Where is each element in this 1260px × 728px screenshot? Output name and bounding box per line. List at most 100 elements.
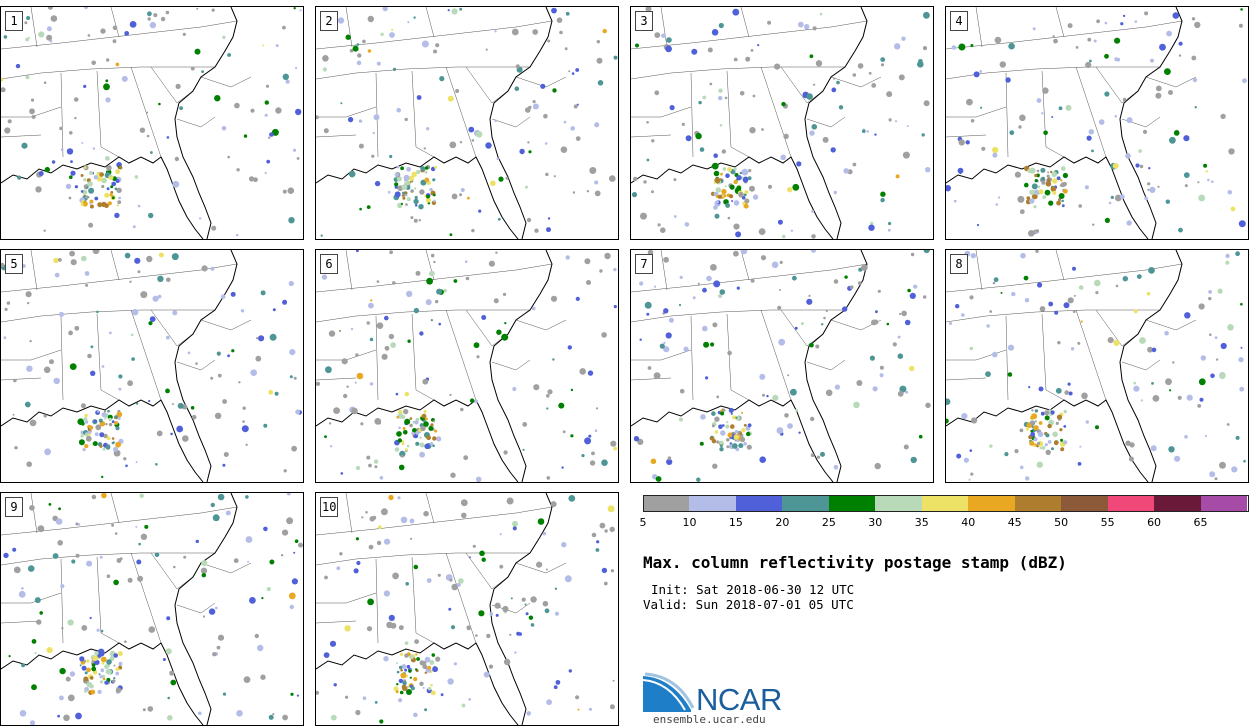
echo-cell [715, 187, 721, 193]
state-border [1055, 7, 1065, 38]
echo-cell [811, 234, 816, 239]
colorbar-segment [1107, 495, 1155, 512]
echo-cell [716, 395, 720, 399]
echo-cell [651, 190, 654, 194]
state-border [316, 592, 377, 604]
echo-cell [101, 475, 104, 479]
echo-cell [257, 644, 264, 652]
echo-cell [424, 170, 428, 174]
echo-cell [1240, 346, 1243, 349]
echo-cell [1086, 135, 1092, 141]
echo-cell [660, 227, 666, 233]
echo-cell [1214, 477, 1218, 481]
echo-cell [1039, 306, 1046, 312]
echo-cell [1126, 117, 1133, 124]
echo-cell [406, 444, 410, 448]
echo-cell [494, 602, 501, 609]
echo-cell [195, 539, 199, 544]
echo-cell [113, 664, 116, 667]
echo-cell [1240, 8, 1243, 11]
echo-cell [750, 278, 755, 283]
echo-cell [99, 444, 103, 448]
echo-cell [546, 476, 551, 480]
echo-cell [468, 698, 472, 701]
echo-cell [266, 587, 271, 592]
echo-cell [137, 575, 144, 582]
echo-cell [544, 142, 548, 145]
echo-cell [101, 177, 107, 184]
member-panel-7: 7 [630, 249, 934, 483]
echo-cell [61, 627, 64, 630]
echo-cell [80, 190, 84, 193]
state-border [60, 315, 64, 401]
echo-cell [27, 565, 35, 572]
echo-cell [471, 228, 475, 233]
echo-cell [528, 150, 532, 154]
echo-cell [104, 192, 110, 198]
echo-cell [109, 331, 112, 335]
echo-cell [1219, 372, 1226, 380]
echo-cell [992, 152, 998, 158]
echo-cell [1238, 23, 1243, 28]
echo-cell [88, 433, 91, 436]
echo-cell [70, 160, 73, 164]
echo-cell [157, 275, 164, 282]
echo-cell [1205, 170, 1208, 173]
echo-cell [113, 677, 116, 680]
echo-cell [736, 185, 742, 191]
echo-cell [1028, 386, 1031, 389]
echo-cell [777, 219, 783, 225]
echo-cell [201, 265, 208, 272]
echo-cell [84, 195, 89, 199]
echo-cell [465, 276, 470, 281]
echo-cell [460, 188, 465, 192]
echo-cell [1054, 440, 1059, 445]
echo-cell [148, 626, 156, 633]
echo-cell [200, 567, 208, 574]
echo-cell [421, 40, 429, 48]
echo-cell [92, 655, 98, 662]
echo-cell [212, 652, 217, 657]
echo-cell [1151, 382, 1154, 385]
echo-cell [812, 26, 817, 31]
echo-cell [35, 186, 42, 193]
echo-cell [663, 256, 669, 263]
echo-cell [345, 695, 349, 699]
echo-cell [147, 17, 151, 21]
echo-cell [67, 619, 74, 626]
echo-cell [99, 432, 105, 438]
echo-cell [31, 114, 36, 119]
echo-cell [699, 147, 705, 152]
echo-cell [570, 434, 574, 438]
echo-cell [447, 95, 454, 102]
echo-cell [242, 420, 245, 423]
echo-cell [493, 298, 499, 304]
echo-cell [639, 338, 642, 341]
colorbar-tick-label: 60 [1147, 516, 1162, 529]
echo-cell [129, 280, 132, 283]
echo-cell [97, 410, 100, 413]
reflectivity-map [316, 493, 615, 725]
echo-cell [69, 363, 77, 370]
echo-cell [113, 446, 118, 452]
echo-cell [410, 537, 413, 540]
echo-cell [547, 39, 551, 43]
echo-cell [1225, 260, 1230, 265]
echo-cell [744, 190, 749, 195]
state-border [411, 313, 435, 401]
echo-cell [272, 713, 275, 716]
echo-cell [554, 611, 559, 616]
echo-cell [316, 381, 321, 386]
echo-cell [92, 250, 100, 255]
echo-cell [659, 343, 665, 349]
echo-cell [400, 166, 404, 171]
echo-cell [738, 443, 744, 449]
echo-cell [1135, 163, 1140, 168]
echo-cell [51, 160, 56, 164]
echo-cell [420, 425, 426, 432]
echo-cell [1104, 21, 1108, 25]
echo-cell [710, 435, 713, 438]
echo-cell [401, 664, 407, 669]
echo-cell [425, 197, 431, 203]
echo-cell [725, 203, 730, 208]
